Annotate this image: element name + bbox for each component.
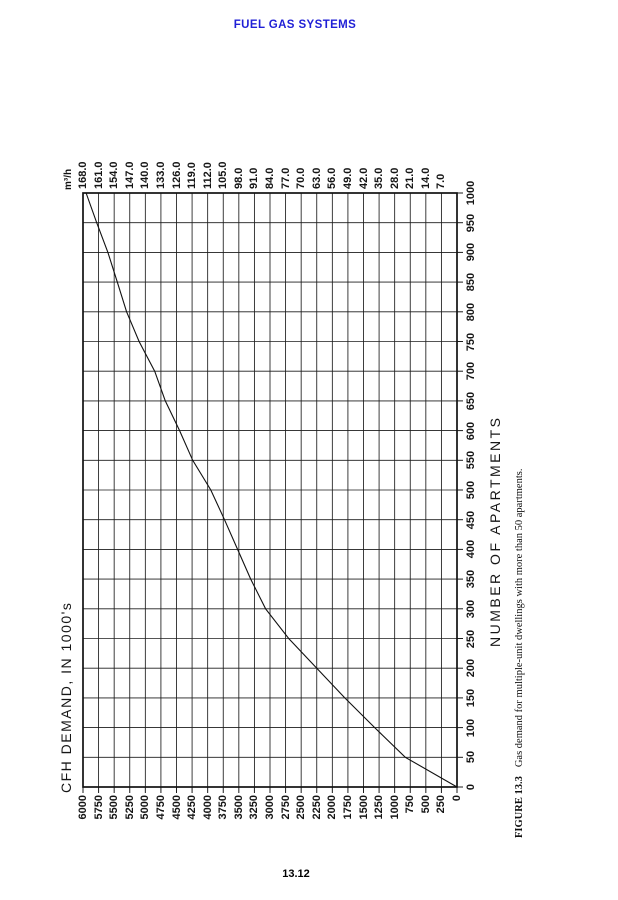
m3h-tick-label: 126.0 bbox=[170, 161, 183, 189]
apartments-tick-label: 600 bbox=[465, 421, 477, 440]
cfh-tick-label: 3500 bbox=[232, 795, 245, 820]
apartments-tick-label: 0 bbox=[465, 783, 477, 791]
m3h-tick-label: 161.0 bbox=[92, 161, 105, 189]
m3h-tick-label: 49.0 bbox=[341, 167, 354, 189]
apartments-tick-label: 50 bbox=[465, 751, 477, 764]
cfh-tick-label: 6000 bbox=[77, 795, 89, 820]
apartments-tick-label: 400 bbox=[465, 540, 477, 559]
m3h-tick-label: 147.0 bbox=[123, 161, 136, 189]
apartments-tick-label: 900 bbox=[465, 243, 477, 262]
m3h-tick-label: 70.0 bbox=[295, 167, 308, 189]
cfh-tick-label: 1750 bbox=[341, 795, 354, 820]
cfh-tick-label: 5500 bbox=[108, 795, 121, 820]
cfh-tick-label: 250 bbox=[435, 795, 448, 814]
m3h-tick-label: 91.0 bbox=[248, 167, 261, 189]
apartments-tick-label: 550 bbox=[465, 451, 477, 470]
apartments-tick-label: 500 bbox=[465, 480, 477, 500]
secondary-axis-unit-label: m³/h bbox=[63, 168, 74, 190]
cfh-tick-label: 4000 bbox=[201, 795, 214, 820]
m3h-tick-label: 112.0 bbox=[201, 162, 214, 189]
m3h-tick-label: 168.0 bbox=[77, 161, 89, 189]
demand-curve bbox=[85, 192, 458, 788]
m3h-tick-label: 56.0 bbox=[326, 167, 339, 189]
figure-caption-text: Gas demand for multiple-unit dwellings w… bbox=[514, 468, 525, 768]
cfh-tick-label: 3000 bbox=[264, 795, 276, 820]
m3h-tick-label: 140.0 bbox=[139, 161, 152, 189]
apartments-tick-label: 650 bbox=[465, 391, 477, 411]
m3h-tick-label: 154.0 bbox=[108, 161, 121, 189]
cfh-tick-label: 3250 bbox=[248, 795, 261, 820]
apartments-tick-label: 200 bbox=[465, 659, 477, 678]
cfh-tick-label: 2000 bbox=[326, 795, 339, 820]
m3h-tick-label: 28.0 bbox=[388, 167, 401, 189]
cfh-tick-label: 4750 bbox=[154, 795, 167, 820]
cfh-tick-label: 2750 bbox=[279, 795, 292, 820]
apartments-tick-label: 950 bbox=[465, 213, 477, 232]
m3h-tick-label: 14.0 bbox=[419, 167, 432, 189]
cfh-tick-label: 5750 bbox=[92, 795, 105, 820]
m3h-tick-label: 133.0 bbox=[154, 161, 167, 189]
cfh-tick-label: 4500 bbox=[170, 795, 183, 820]
m3h-tick-label: 21.0 bbox=[404, 167, 417, 189]
apartments-tick-label: 850 bbox=[465, 272, 477, 292]
cfh-tick-label: 500 bbox=[419, 795, 432, 814]
cfh-tick-label: 2250 bbox=[310, 795, 323, 820]
apartments-tick-label: 300 bbox=[465, 599, 477, 618]
cfh-tick-label: 4250 bbox=[186, 795, 199, 820]
running-header: FUEL GAS SYSTEMS bbox=[233, 19, 357, 31]
cfh-tick-label: 1000 bbox=[388, 795, 401, 820]
m3h-tick-label: 84.0 bbox=[264, 167, 276, 189]
m3h-tick-label: 105.0 bbox=[217, 161, 230, 189]
m3h-tick-label: 119.0 bbox=[186, 162, 199, 189]
cfh-tick-label: 0 bbox=[451, 795, 463, 802]
cfh-demand-axis-title: CFH DEMAND, IN 1000's bbox=[58, 601, 74, 793]
apartments-tick-label: 150 bbox=[465, 688, 477, 708]
plot-border bbox=[82, 192, 458, 788]
cfh-tick-label: 750 bbox=[404, 795, 417, 814]
figure-caption-label: FIGURE 13.3 bbox=[514, 776, 525, 838]
apartments-tick-label: 800 bbox=[465, 302, 477, 321]
cfh-tick-label: 1250 bbox=[373, 795, 386, 820]
figure-caption: FIGURE 13.3 Gas demand for multiple-unit … bbox=[512, 418, 527, 838]
cfh-tick-label: 3750 bbox=[217, 795, 230, 820]
apartments-tick-label: 250 bbox=[465, 629, 477, 648]
m3h-tick-label: 77.0 bbox=[279, 167, 292, 189]
m3h-tick-label: 7.0 bbox=[435, 173, 448, 189]
apartments-tick-label: 450 bbox=[465, 510, 477, 529]
number-of-apartments-axis-title: NUMBER OF APARTMENTS bbox=[487, 415, 503, 647]
m3h-tick-label: 63.0 bbox=[310, 167, 323, 189]
chart-grid bbox=[82, 192, 463, 793]
apartments-tick-label: 1000 bbox=[465, 180, 477, 206]
m3h-tick-label: 42.0 bbox=[357, 167, 370, 189]
apartments-tick-label: 700 bbox=[465, 362, 477, 381]
apartments-tick-label: 350 bbox=[465, 569, 477, 589]
cfh-tick-label: 1500 bbox=[357, 795, 370, 820]
apartments-tick-label: 750 bbox=[465, 332, 477, 351]
cfh-tick-label: 5250 bbox=[123, 795, 136, 820]
page-number: 13.12 bbox=[282, 868, 310, 880]
m3h-tick-label: 35.0 bbox=[373, 167, 386, 189]
apartments-tick-label: 100 bbox=[465, 718, 477, 737]
cfh-tick-label: 2500 bbox=[295, 795, 308, 820]
cfh-tick-label: 5000 bbox=[139, 795, 152, 820]
m3h-tick-label: 98.0 bbox=[232, 167, 245, 189]
